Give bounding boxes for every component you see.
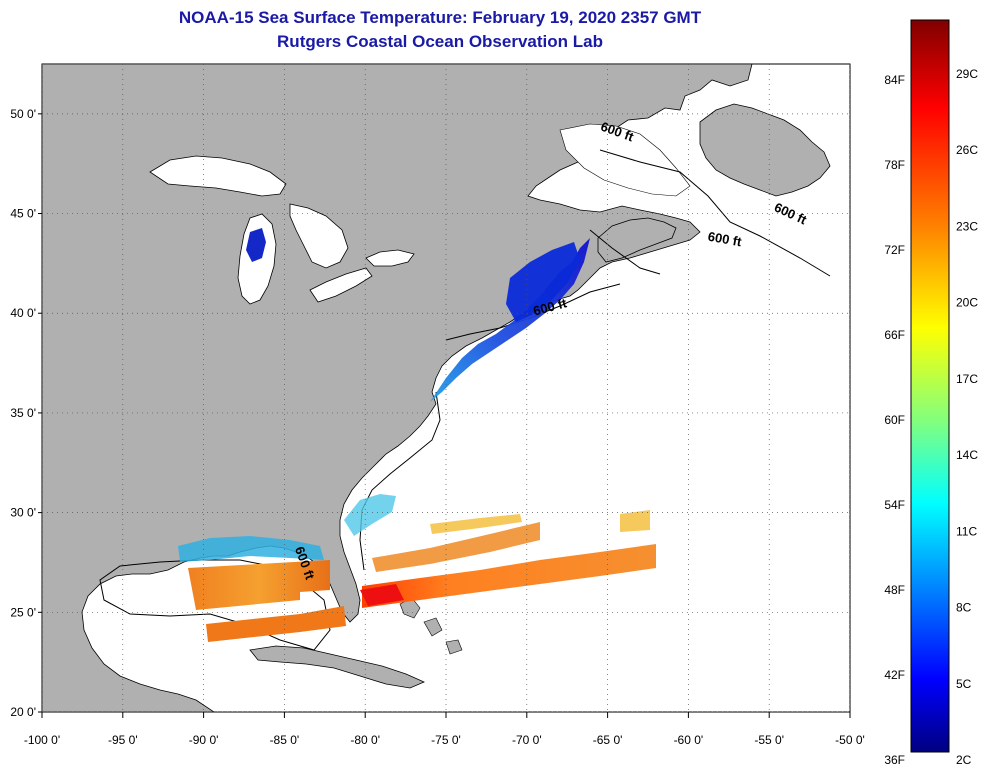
lat-tick-label: 40 0' (10, 306, 36, 320)
lat-tick-label: 50 0' (10, 107, 36, 121)
lon-tick-label: -85 0' (270, 733, 300, 747)
colorbar-f-label: 36F (884, 753, 905, 767)
sst-offshore-band (372, 522, 540, 572)
colorbar-c-label: 17C (956, 372, 978, 386)
lake-erie (309, 267, 373, 303)
lon-tick-label: -70 0' (512, 733, 542, 747)
colorbar-f-label: 60F (884, 413, 905, 427)
gulf-st-lawrence (559, 123, 691, 197)
sst-gulf-coastal (178, 536, 324, 562)
lon-tick-label: -95 0' (108, 733, 138, 747)
colorbar-c-label: 14C (956, 448, 978, 462)
sst-northeast-shelf (430, 238, 590, 402)
lon-tick-label: -80 0' (350, 733, 380, 747)
colorbar-c-label: 2C (956, 753, 972, 767)
colorbar-f-label: 72F (884, 243, 905, 257)
lat-tick-label: 45 0' (10, 207, 36, 221)
map-title: NOAA-15 Sea Surface Temperature: Februar… (178, 8, 702, 27)
lon-tick-label: -50 0' (835, 733, 865, 747)
colorbar-f-label: 54F (884, 498, 905, 512)
isobath-label: 600 ft (707, 229, 744, 250)
sst-warm-core (360, 584, 404, 606)
sst-gulf-south-band (206, 606, 346, 642)
lat-tick-label: 30 0' (10, 506, 36, 520)
colorbar-c-label: 23C (956, 219, 978, 233)
colorbar-f-label: 66F (884, 328, 905, 342)
colorbar-c-label: 29C (956, 67, 978, 81)
colorbar-c-label: 8C (956, 601, 972, 615)
sst-carolina-coast (344, 494, 396, 536)
colorbar-f-label: 48F (884, 583, 905, 597)
colorbar-celsius-labels: 29C 26C 23C 20C 17C 14C 11C 8C 5C 2C (956, 67, 978, 767)
lat-tick-label: 35 0' (10, 406, 36, 420)
colorbar-c-label: 20C (956, 296, 978, 310)
lake-superior (149, 155, 287, 197)
sst-gulf-of-mexico (188, 560, 330, 610)
land-nova-scotia (597, 217, 677, 263)
land-newfoundland (699, 103, 831, 197)
sst-gulf-of-maine (506, 242, 580, 322)
colorbar-f-label: 84F (884, 73, 905, 87)
lon-tick-label: -100 0' (24, 733, 60, 747)
graticule (42, 64, 850, 712)
colorbar-gradient (910, 19, 950, 753)
lon-tick-label: -55 0' (754, 733, 784, 747)
lon-tick-label: -65 0' (593, 733, 623, 747)
lake-michigan-sst (246, 228, 266, 262)
colorbar-c-label: 11C (956, 524, 977, 538)
land-cuba (249, 645, 425, 689)
lat-tick-label: 25 0' (10, 605, 36, 619)
sst-offshore-fragments (430, 510, 650, 534)
colorbar-f-label: 42F (884, 668, 905, 682)
lon-tick-label: -90 0' (189, 733, 219, 747)
lon-tick-label: -60 0' (674, 733, 704, 747)
sst-gulf-stream-band (362, 544, 656, 608)
lon-tick-label: -75 0' (431, 733, 461, 747)
colorbar: 84F 78F 72F 66F 60F 54F 48F 42F 36F 29C 26C 23C 20C… (884, 19, 978, 767)
lake-huron (289, 203, 349, 269)
colorbar-c-label: 5C (956, 677, 972, 691)
map-subtitle: Rutgers Coastal Ocean Observation Lab (277, 32, 603, 51)
colorbar-c-label: 26C (956, 143, 978, 157)
lat-tick-label: 20 0' (10, 705, 36, 719)
axis-labels: -100 0' -95 0' -90 0' -85 0' -80 0' -75 0' -70… (10, 107, 864, 747)
lake-ontario (365, 249, 415, 267)
colorbar-f-label: 78F (884, 158, 905, 172)
colorbar-fahrenheit-labels: 84F 78F 72F 66F 60F 54F 48F 42F 36F (884, 73, 905, 767)
